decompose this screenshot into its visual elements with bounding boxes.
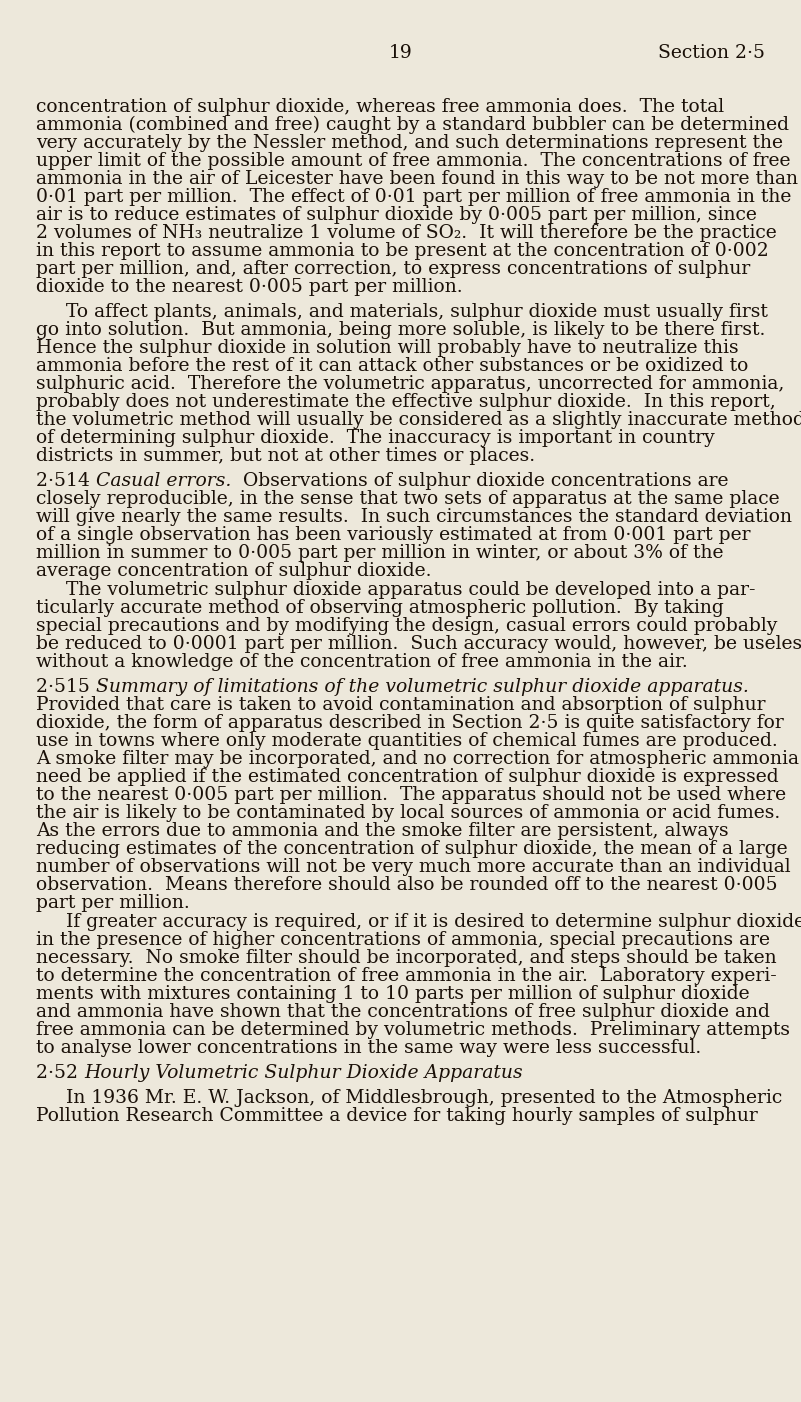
Text: go into solution.  But ammonia, being more soluble, is likely to be there first.: go into solution. But ammonia, being mor… [36,321,766,339]
Text: 0·01 part per million.  The effect of 0·01 part per million of free ammonia in t: 0·01 part per million. The effect of 0·0… [36,188,791,206]
Text: in this report to assume ammonia to be present at the concentration of 0·002: in this report to assume ammonia to be p… [36,243,769,259]
Text: use in towns where only moderate quantities of chemical fumes are produced.: use in towns where only moderate quantit… [36,732,778,750]
Text: To affect plants, animals, and materials, sulphur dioxide must usually first: To affect plants, animals, and materials… [66,303,768,321]
Text: part per million, and, after correction, to express concentrations of sulphur: part per million, and, after correction,… [36,259,751,278]
Text: dioxide, the form of apparatus described in Section 2·5 is quite satisfactory fo: dioxide, the form of apparatus described… [36,714,783,732]
Text: 2·52: 2·52 [36,1064,84,1082]
Text: probably does not underestimate the effective sulphur dioxide.  In this report,: probably does not underestimate the effe… [36,393,775,411]
Text: will give nearly the same results.  In such circumstances the standard deviation: will give nearly the same results. In su… [36,508,792,526]
Text: observation.  Means therefore should also be rounded off to the nearest 0·005: observation. Means therefore should also… [36,876,778,894]
Text: and ammonia have shown that the concentrations of free sulphur dioxide and: and ammonia have shown that the concentr… [36,1002,770,1021]
Text: of determining sulphur dioxide.  The inaccuracy is important in country: of determining sulphur dioxide. The inac… [36,429,714,447]
Text: sulphuric acid.  Therefore the volumetric apparatus, uncorrected for ammonia,: sulphuric acid. Therefore the volumetric… [36,374,784,393]
Text: air is to reduce estimates of sulphur dioxide by 0·005 part per million, since: air is to reduce estimates of sulphur di… [36,206,757,224]
Text: concentration of sulphur dioxide, whereas free ammonia does.  The total: concentration of sulphur dioxide, wherea… [36,98,724,116]
Text: As the errors due to ammonia and the smoke filter are persistent, always: As the errors due to ammonia and the smo… [36,822,729,840]
Text: Hourly Volumetric Sulphur Dioxide Apparatus: Hourly Volumetric Sulphur Dioxide Appara… [84,1064,522,1082]
Text: A smoke filter may be incorporated, and no correction for atmospheric ammonia: A smoke filter may be incorporated, and … [36,750,799,768]
Text: districts in summer, but not at other times or places.: districts in summer, but not at other ti… [36,447,535,465]
Text: The volumetric sulphur dioxide apparatus could be developed into a par-: The volumetric sulphur dioxide apparatus… [66,580,755,599]
Text: Summary of limitations of the volumetric sulphur dioxide apparatus.: Summary of limitations of the volumetric… [96,679,749,695]
Text: Section 2·5: Section 2·5 [658,43,765,62]
Text: to the nearest 0·005 part per million.  The apparatus should not be used where: to the nearest 0·005 part per million. T… [36,787,786,803]
Text: dioxide to the nearest 0·005 part per million.: dioxide to the nearest 0·005 part per mi… [36,278,463,296]
Text: ammonia in the air of Leicester have been found in this way to be not more than: ammonia in the air of Leicester have bee… [36,170,798,188]
Text: upper limit of the possible amount of free ammonia.  The concentrations of free: upper limit of the possible amount of fr… [36,151,791,170]
Text: million in summer to 0·005 part per million in winter, or about 3% of the: million in summer to 0·005 part per mill… [36,544,723,562]
Text: 19: 19 [388,43,413,62]
Text: ments with mixtures containing 1 to 10 parts per million of sulphur dioxide: ments with mixtures containing 1 to 10 p… [36,986,750,1002]
Text: free ammonia can be determined by volumetric methods.  Preliminary attempts: free ammonia can be determined by volume… [36,1021,790,1039]
Text: be reduced to 0·0001 part per million.  Such accuracy would, however, be useless: be reduced to 0·0001 part per million. S… [36,635,801,653]
Text: Provided that care is taken to avoid contamination and absorption of sulphur: Provided that care is taken to avoid con… [36,695,766,714]
Text: necessary.  No smoke filter should be incorporated, and steps should be taken: necessary. No smoke filter should be inc… [36,949,777,967]
Text: part per million.: part per million. [36,894,190,911]
Text: very accurately by the Nessler method, and such determinations represent the: very accurately by the Nessler method, a… [36,135,783,151]
Text: to analyse lower concentrations in the same way were less successful.: to analyse lower concentrations in the s… [36,1039,701,1057]
Text: need be applied if the estimated concentration of sulphur dioxide is expressed: need be applied if the estimated concent… [36,768,779,787]
Text: If greater accuracy is required, or if it is desired to determine sulphur dioxid: If greater accuracy is required, or if i… [66,913,801,931]
Text: ammonia (combined and free) caught by a standard bubbler can be determined: ammonia (combined and free) caught by a … [36,116,789,135]
Text: 2·514: 2·514 [36,472,96,491]
Text: the air is likely to be contaminated by local sources of ammonia or acid fumes.: the air is likely to be contaminated by … [36,803,780,822]
Text: Hence the sulphur dioxide in solution will probably have to neutralize this: Hence the sulphur dioxide in solution wi… [36,339,739,358]
Text: closely reproducible, in the sense that two sets of apparatus at the same place: closely reproducible, in the sense that … [36,491,779,508]
Text: of a single observation has been variously estimated at from 0·001 part per: of a single observation has been various… [36,526,751,544]
Text: average concentration of sulphur dioxide.: average concentration of sulphur dioxide… [36,562,432,580]
Text: 2 volumes of NH₃ neutralize 1 volume of SO₂.  It will therefore be the practice: 2 volumes of NH₃ neutralize 1 volume of … [36,224,777,243]
Text: Pollution Research Committee a device for taking hourly samples of sulphur: Pollution Research Committee a device fo… [36,1108,758,1124]
Text: Casual errors.: Casual errors. [96,472,231,491]
Text: ammonia before the rest of it can attack other substances or be oxidized to: ammonia before the rest of it can attack… [36,358,748,374]
Text: reducing estimates of the concentration of sulphur dioxide, the mean of a large: reducing estimates of the concentration … [36,840,787,858]
Text: special precautions and by modifying the design, casual errors could probably: special precautions and by modifying the… [36,617,778,635]
Text: to determine the concentration of free ammonia in the air.  Laboratory experi-: to determine the concentration of free a… [36,967,777,986]
Text: in the presence of higher concentrations of ammonia, special precautions are: in the presence of higher concentrations… [36,931,770,949]
Text: 2·515: 2·515 [36,679,96,695]
Text: ticularly accurate method of observing atmospheric pollution.  By taking: ticularly accurate method of observing a… [36,599,724,617]
Text: Observations of sulphur dioxide concentrations are: Observations of sulphur dioxide concentr… [231,472,729,491]
Text: the volumetric method will usually be considered as a slightly inaccurate method: the volumetric method will usually be co… [36,411,801,429]
Text: In 1936 Mr. E. W. Jackson, of Middlesbrough, presented to the Atmospheric: In 1936 Mr. E. W. Jackson, of Middlesbro… [66,1089,783,1108]
Text: number of observations will not be very much more accurate than an individual: number of observations will not be very … [36,858,791,876]
Text: without a knowledge of the concentration of free ammonia in the air.: without a knowledge of the concentration… [36,653,688,672]
